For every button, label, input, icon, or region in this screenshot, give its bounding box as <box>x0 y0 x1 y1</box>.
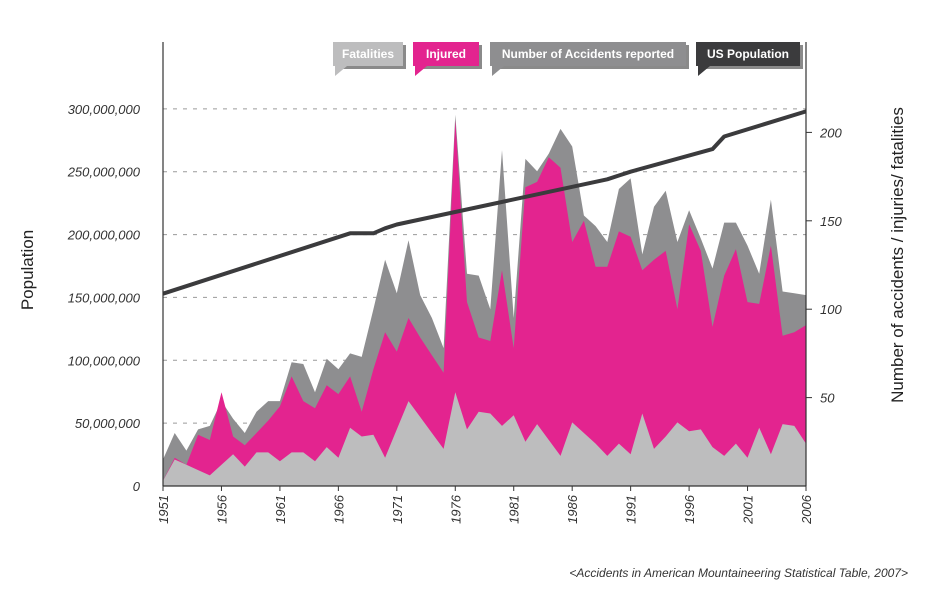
legend-tail <box>698 66 710 76</box>
right-tick-label: 200 <box>819 125 842 140</box>
axes <box>162 42 807 487</box>
left-tick-label: 50,000,000 <box>75 416 141 431</box>
x-tick-label: 1951 <box>156 495 171 524</box>
x-tick-label: 1981 <box>507 495 522 524</box>
left-tick-label: 100,000,000 <box>68 353 141 368</box>
left-tick-label: 150,000,000 <box>68 290 141 305</box>
legend-item: Injured <box>413 42 482 76</box>
tick-labels: 0 50,000,000 100,000,000 150,000,000 200,000… <box>67 102 843 525</box>
x-tick-label: 1961 <box>273 495 288 524</box>
legend-tail <box>492 66 504 76</box>
source-note: <Accidents in American Mountaineering St… <box>569 566 908 580</box>
x-tick-label: 1956 <box>214 494 229 524</box>
right-tick-label: 50 <box>820 391 835 406</box>
legend-box <box>333 42 403 66</box>
legend-tail <box>335 66 347 76</box>
legend-tail <box>415 66 427 76</box>
x-tick-label: 2001 <box>741 495 756 525</box>
left-tick-label: 250,000,000 <box>67 165 141 180</box>
legend-label: Injured <box>426 47 466 61</box>
x-tick-label: 1991 <box>624 495 639 524</box>
legend-label: US Population <box>707 47 789 61</box>
left-tick-label: 200,000,000 <box>67 228 141 243</box>
right-tick-label: 100 <box>820 302 842 317</box>
x-tick-label: 1996 <box>682 494 697 524</box>
right-axis-title: Number of accidents / injuries/ fataliti… <box>888 107 907 403</box>
injured-area <box>163 120 806 486</box>
x-tick-label: 2006 <box>799 494 814 525</box>
x-tick-label: 1976 <box>448 494 463 524</box>
legend-box <box>696 42 800 66</box>
us-population-line <box>162 109 807 296</box>
left-axis-title: Population <box>18 230 37 310</box>
legend: Fatalities Injured Number of Accidents rep… <box>333 42 803 76</box>
legend-box <box>413 42 479 66</box>
legend-label: Fatalities <box>342 47 394 61</box>
legend-item: Fatalities <box>333 42 406 76</box>
fatalities-area <box>163 392 806 486</box>
legend-item: Number of Accidents reported <box>490 42 689 76</box>
left-tick-label: 0 <box>133 479 141 494</box>
legend-label: Number of Accidents reported <box>502 47 674 61</box>
x-tick-label: 1986 <box>565 494 580 524</box>
series-areas <box>162 109 807 486</box>
left-tick-label: 300,000,000 <box>68 102 141 117</box>
right-tick-label: 150 <box>820 214 842 229</box>
x-tick-label: 1966 <box>331 494 346 524</box>
legend-item: US Population <box>696 42 803 76</box>
legend-box <box>490 42 686 66</box>
x-tick-label: 1971 <box>390 495 405 524</box>
